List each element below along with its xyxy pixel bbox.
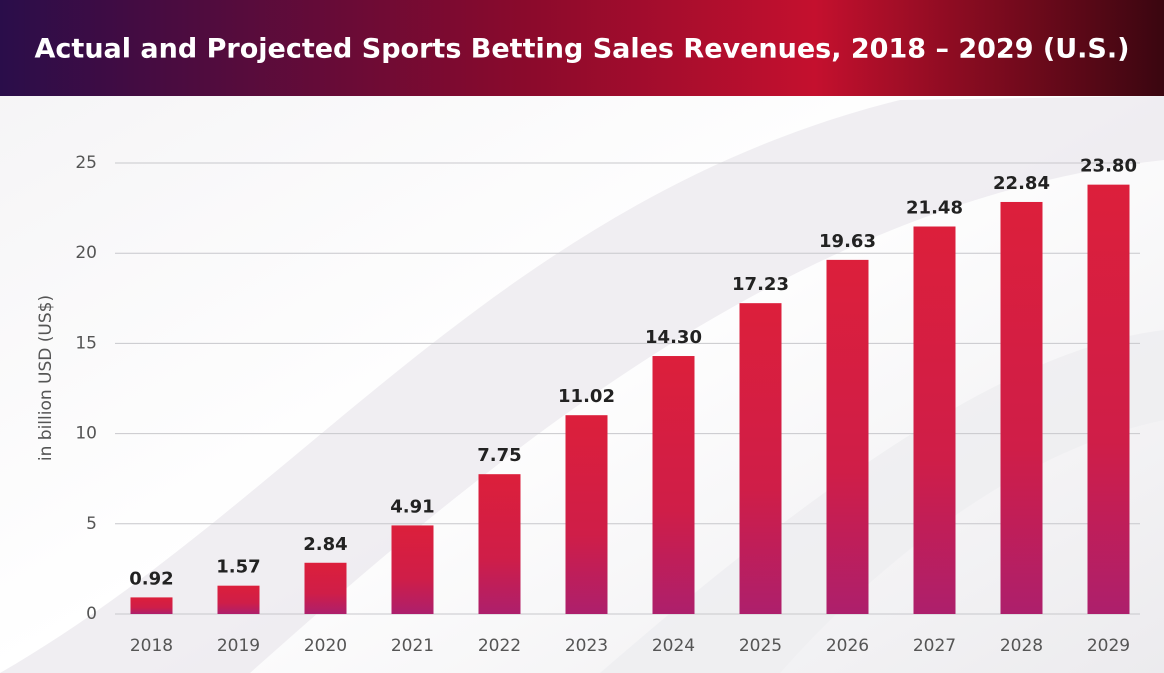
bar: [130, 597, 173, 614]
bar: [565, 415, 608, 614]
x-tick-label: 2024: [652, 636, 695, 656]
bar: [1000, 201, 1043, 614]
data-label: 7.75: [477, 445, 521, 466]
x-tick-label: 2018: [130, 636, 173, 656]
x-tick-label: 2021: [391, 636, 434, 656]
x-tick-label: 2025: [739, 636, 782, 656]
x-tick-label: 2019: [217, 636, 260, 656]
bar: [826, 259, 869, 614]
x-tick-label: 2029: [1087, 636, 1130, 656]
x-tick-label: 2023: [565, 636, 608, 656]
data-label: 0.92: [129, 568, 173, 589]
data-label: 19.63: [819, 231, 876, 252]
data-label: 22.84: [993, 173, 1050, 194]
y-axis-label: in billion USD (US$): [36, 295, 56, 461]
data-label: 23.80: [1080, 156, 1137, 177]
chart-title: Actual and Projected Sports Betting Sale…: [35, 34, 1130, 65]
x-tick-label: 2028: [1000, 636, 1043, 656]
data-label: 4.91: [390, 496, 434, 517]
data-label: 17.23: [732, 274, 789, 295]
bar: [478, 474, 521, 614]
data-label: 21.48: [906, 198, 963, 219]
bar: [1087, 184, 1130, 614]
x-tick-label: 2022: [478, 636, 521, 656]
bar: [652, 356, 695, 614]
data-label: 1.57: [216, 557, 260, 578]
y-tick-label: 25: [75, 153, 97, 173]
x-tick-label: 2026: [826, 636, 869, 656]
bar: [913, 226, 956, 614]
y-tick-label: 0: [86, 604, 97, 624]
bar: [217, 585, 260, 614]
x-tick-label: 2027: [913, 636, 956, 656]
bar: [304, 562, 347, 614]
x-tick-label: 2020: [304, 636, 347, 656]
data-label: 14.30: [645, 327, 702, 348]
y-tick-label: 15: [75, 333, 97, 353]
title-banner: [0, 0, 1164, 96]
bar: [739, 303, 782, 614]
data-label: 11.02: [558, 386, 615, 407]
y-tick-label: 10: [75, 424, 97, 444]
y-tick-label: 20: [75, 243, 97, 263]
data-label: 2.84: [303, 534, 347, 555]
bar: [391, 525, 434, 614]
y-tick-label: 5: [86, 514, 97, 534]
decor: [0, 96, 1164, 673]
